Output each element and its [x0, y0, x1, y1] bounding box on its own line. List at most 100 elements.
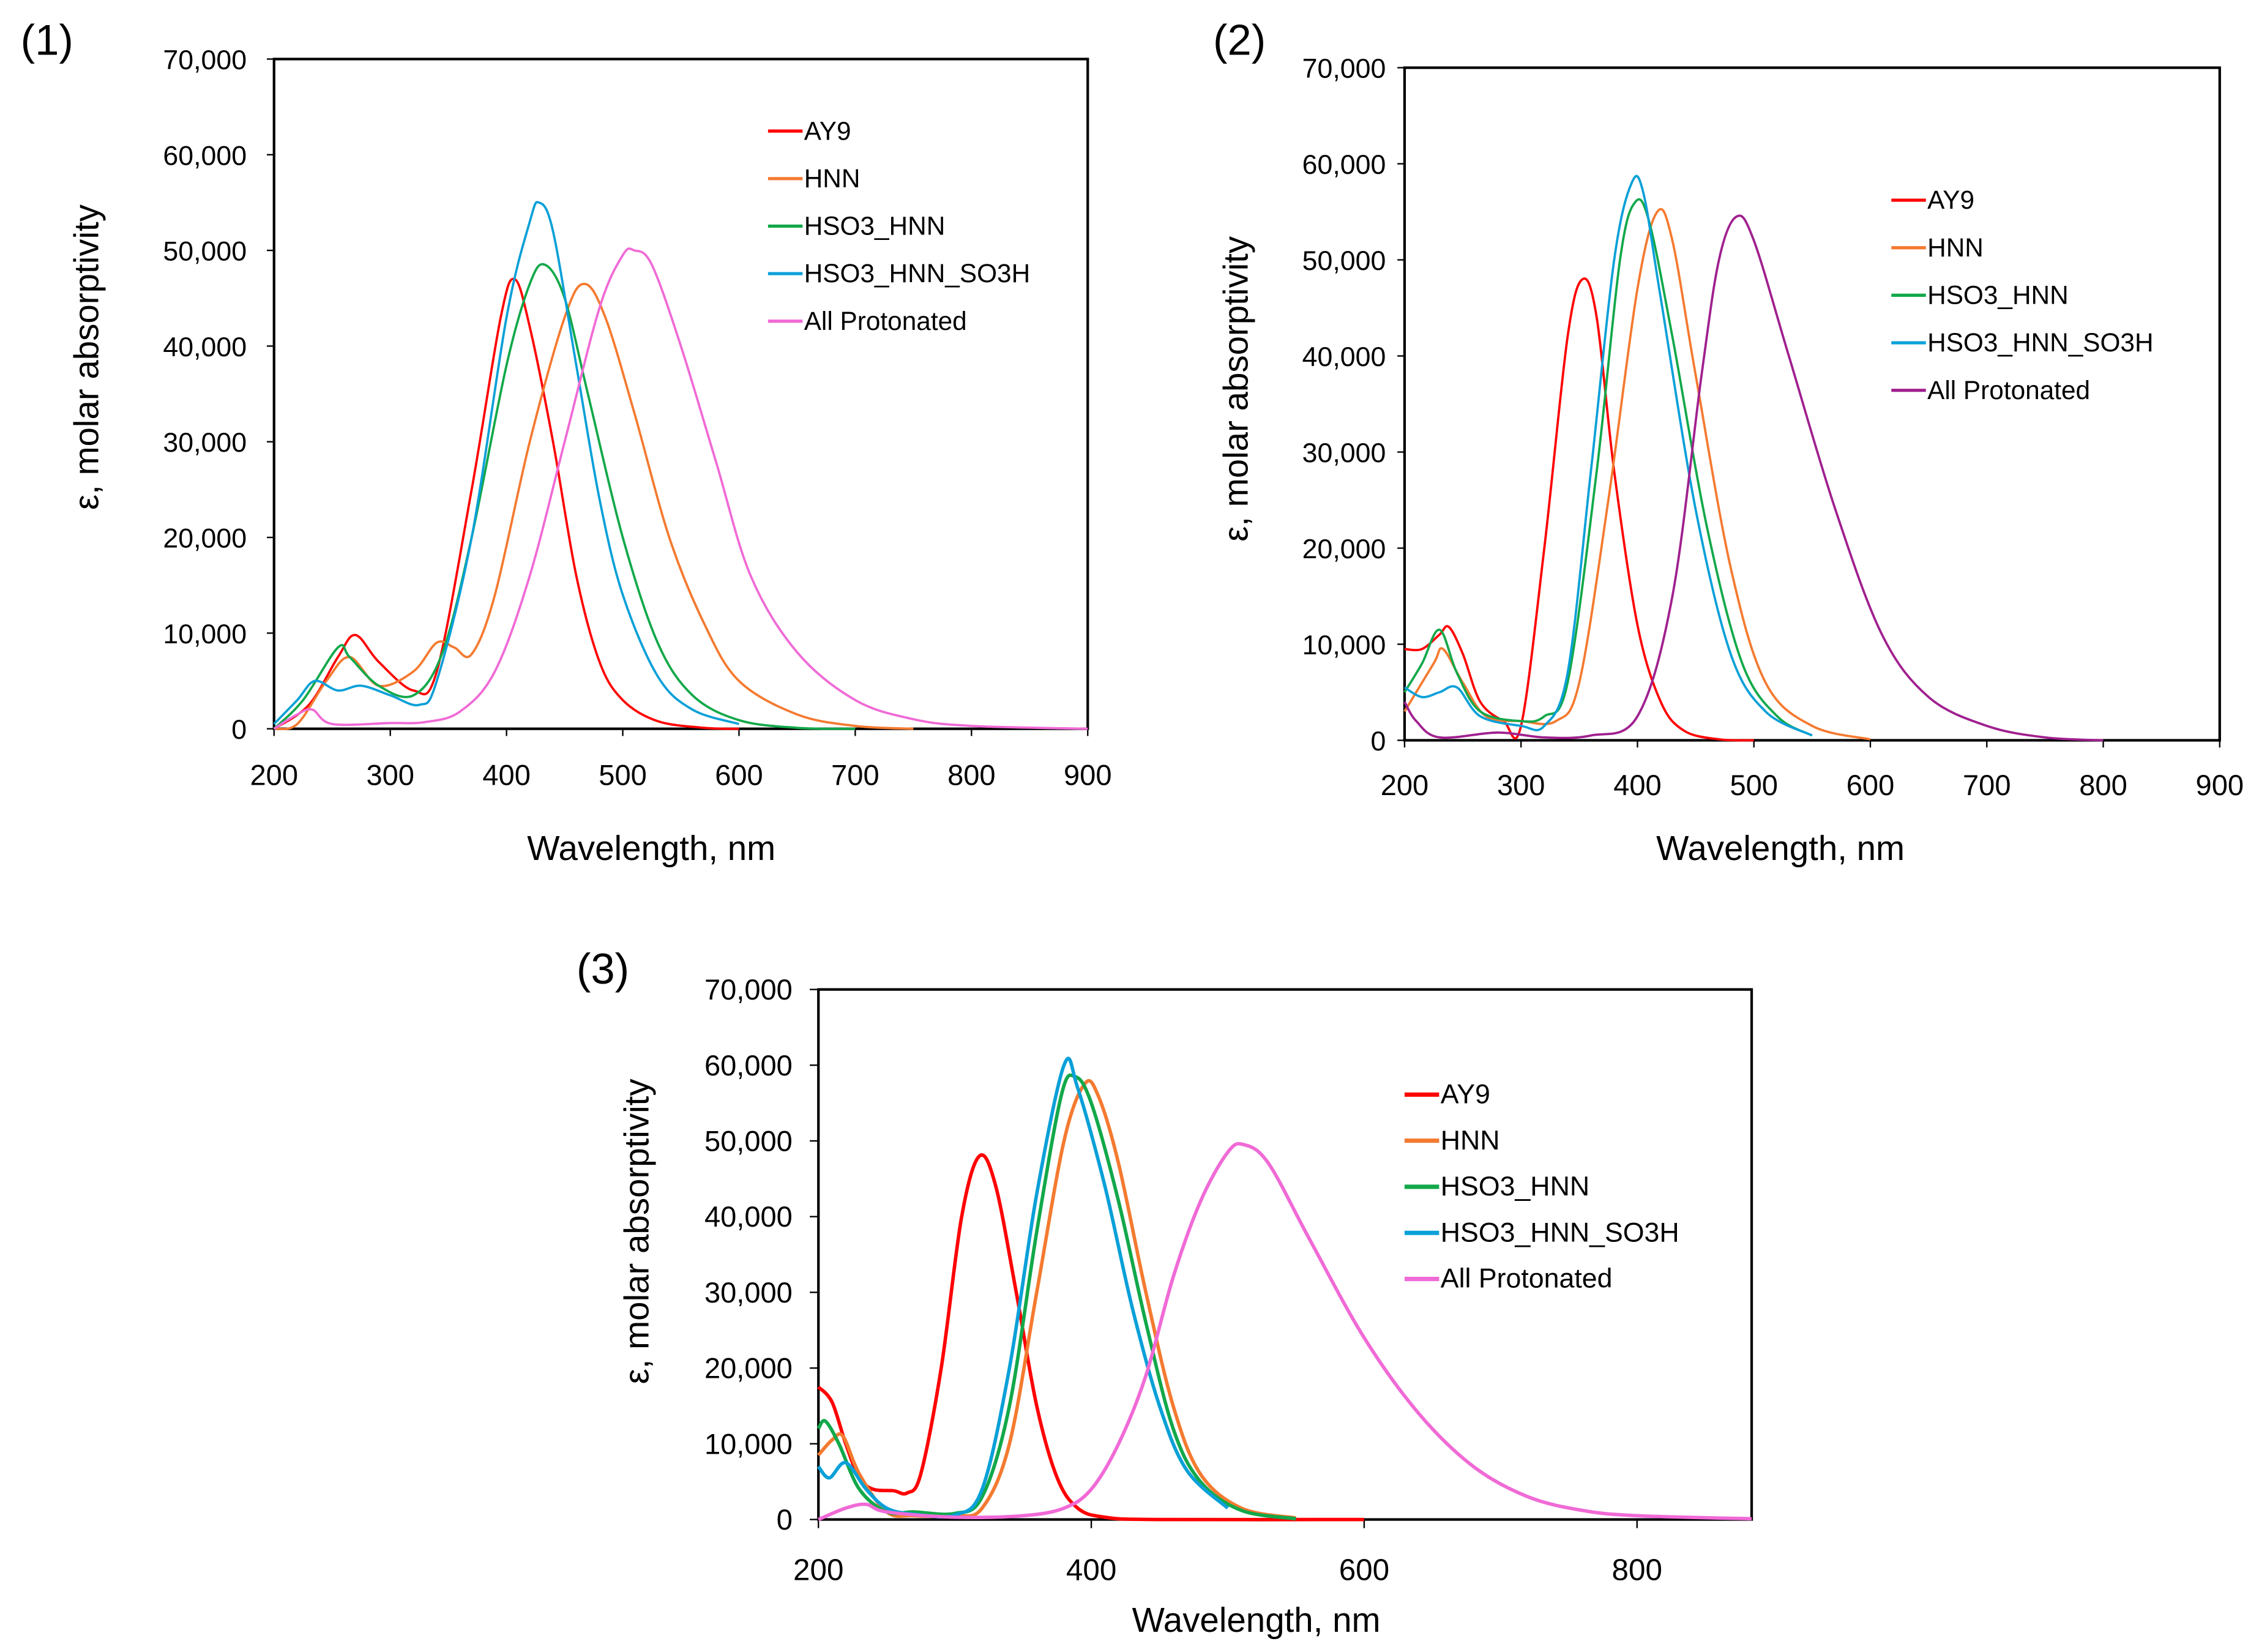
legend-label: AY9 [1441, 1079, 1490, 1109]
panel-label: (3) [577, 944, 629, 993]
y-tick-label: 20,000 [1302, 534, 1386, 564]
y-tick-label: 0 [777, 1503, 793, 1536]
y-tick-label: 60,000 [704, 1049, 793, 1082]
x-axis-label: Wavelength, nm [527, 829, 775, 867]
y-tick-label: 70,000 [1302, 54, 1386, 84]
x-tick-label: 300 [366, 758, 414, 791]
legend-entry: HSO3_HNN [1891, 281, 2069, 310]
legend-label: All Protonated [1441, 1264, 1613, 1294]
x-tick-label: 400 [1613, 769, 1662, 801]
series-line-all-protonated [818, 1142, 1752, 1522]
y-axis-label: ε, molar absorptivity [67, 204, 106, 510]
y-tick-label: 60,000 [163, 141, 247, 171]
x-tick-label: 200 [793, 1553, 843, 1587]
legend-label: HNN [804, 164, 861, 193]
legend-label: All Protonated [804, 307, 967, 335]
series-line-ay9 [817, 1153, 1364, 1522]
legend-label: HSO3_HNN_SO3H [1441, 1217, 1679, 1247]
series-line-hso3-hnn-so3h [273, 201, 740, 725]
legend-entry: HNN [767, 164, 861, 193]
series-line-hso3-hnn [816, 1073, 1296, 1521]
legend-entry: HSO3_HNN_SO3H [1404, 1217, 1679, 1247]
series-line-hnn [1403, 207, 1871, 741]
y-tick-label: 20,000 [704, 1352, 793, 1385]
plot-frame [1403, 66, 2221, 742]
x-tick-label: 500 [1730, 769, 1778, 801]
x-tick-label: 900 [2196, 769, 2244, 801]
legend-entry: AY9 [1891, 185, 1974, 214]
legend-label: HSO3_HNN [1441, 1172, 1589, 1202]
y-tick-label: 40,000 [163, 332, 247, 362]
y-axis-label: ε, molar absorptivity [1216, 236, 1255, 542]
series-line-hnn [817, 1079, 1296, 1520]
x-tick-label: 700 [1963, 769, 2011, 801]
series-line-hso3-hnn [1403, 198, 1813, 737]
series-line-all-protonated [1403, 214, 2104, 742]
legend-entry: HSO3_HNN_SO3H [1891, 328, 2154, 357]
y-tick-label: 30,000 [1302, 438, 1386, 468]
x-axis-label: Wavelength, nm [1656, 829, 1905, 867]
x-tick-label: 500 [599, 758, 647, 791]
legend-entry: AY9 [1404, 1079, 1490, 1109]
series-line-ay9 [1404, 277, 1754, 742]
legend-entry: HNN [1404, 1126, 1500, 1156]
x-tick-label: 400 [1066, 1553, 1116, 1587]
legend-label: HNN [1927, 233, 1984, 262]
plot-frame [272, 58, 1089, 730]
legend-entry: HNN [1891, 233, 1984, 262]
y-tick-label: 40,000 [1302, 342, 1386, 372]
y-tick-label: 0 [231, 715, 247, 745]
panel-label: (1) [21, 15, 73, 64]
x-tick-label: 900 [1064, 758, 1111, 791]
plot-frame [817, 988, 1753, 1521]
series-line-hso3-hnn-so3h [1403, 174, 1813, 737]
legend-label: AY9 [804, 116, 851, 145]
series-line-hnn [274, 282, 914, 731]
legend-entry: HSO3_HNN [767, 212, 946, 241]
y-tick-label: 70,000 [163, 45, 247, 75]
x-tick-label: 800 [1612, 1553, 1662, 1587]
x-tick-label: 600 [715, 758, 763, 791]
y-tick-label: 60,000 [1302, 150, 1386, 180]
legend-entry: All Protonated [1404, 1264, 1613, 1294]
series-line-hso3-hnn [273, 263, 856, 730]
x-tick-label: 300 [1497, 769, 1545, 801]
series-line-all-protonated [273, 247, 1088, 730]
y-tick-label: 50,000 [704, 1124, 793, 1157]
legend-entry: HSO3_HNN [1404, 1172, 1589, 1202]
x-tick-label: 400 [482, 758, 531, 791]
legend-label: HSO3_HNN_SO3H [804, 259, 1030, 288]
y-tick-label: 20,000 [163, 524, 247, 554]
x-axis-label: Wavelength, nm [1132, 1601, 1381, 1639]
y-tick-label: 40,000 [704, 1200, 793, 1233]
legend-entry: All Protonated [1891, 376, 2090, 405]
y-tick-label: 0 [1370, 727, 1386, 757]
y-tick-label: 50,000 [1302, 246, 1386, 276]
x-tick-label: 800 [2079, 769, 2127, 801]
series-line-hso3-hnn-so3h [816, 1056, 1229, 1519]
x-tick-label: 600 [1339, 1553, 1389, 1587]
y-tick-label: 10,000 [704, 1427, 793, 1460]
x-tick-label: 600 [1846, 769, 1895, 801]
x-tick-label: 200 [1381, 769, 1429, 801]
x-tick-label: 200 [250, 758, 299, 791]
y-axis-label: ε, molar absorptivity [618, 1078, 656, 1385]
legend-entry: AY9 [767, 116, 851, 145]
y-tick-label: 30,000 [163, 428, 247, 458]
legend-label: HSO3_HNN_SO3H [1927, 328, 2153, 357]
y-tick-label: 50,000 [163, 237, 247, 267]
legend-label: All Protonated [1927, 376, 2090, 405]
y-tick-label: 30,000 [704, 1276, 793, 1309]
y-tick-label: 70,000 [704, 973, 793, 1006]
legend-entry: All Protonated [767, 307, 967, 335]
legend-label: AY9 [1927, 185, 1974, 214]
chart-panel-1: (1) 0 10,000 20,000 30,000 40,000 50,000 60,000… [21, 15, 1112, 867]
x-tick-label: 800 [947, 758, 996, 791]
legend-label: HSO3_HNN [804, 212, 946, 241]
legend-label: HNN [1441, 1126, 1500, 1156]
chart-panel-3: (3) 0 10,000 20,000 30,000 40,000 50,000 60,000… [577, 944, 1753, 1639]
series-line-ay9 [273, 277, 739, 730]
y-tick-label: 10,000 [1302, 630, 1386, 660]
